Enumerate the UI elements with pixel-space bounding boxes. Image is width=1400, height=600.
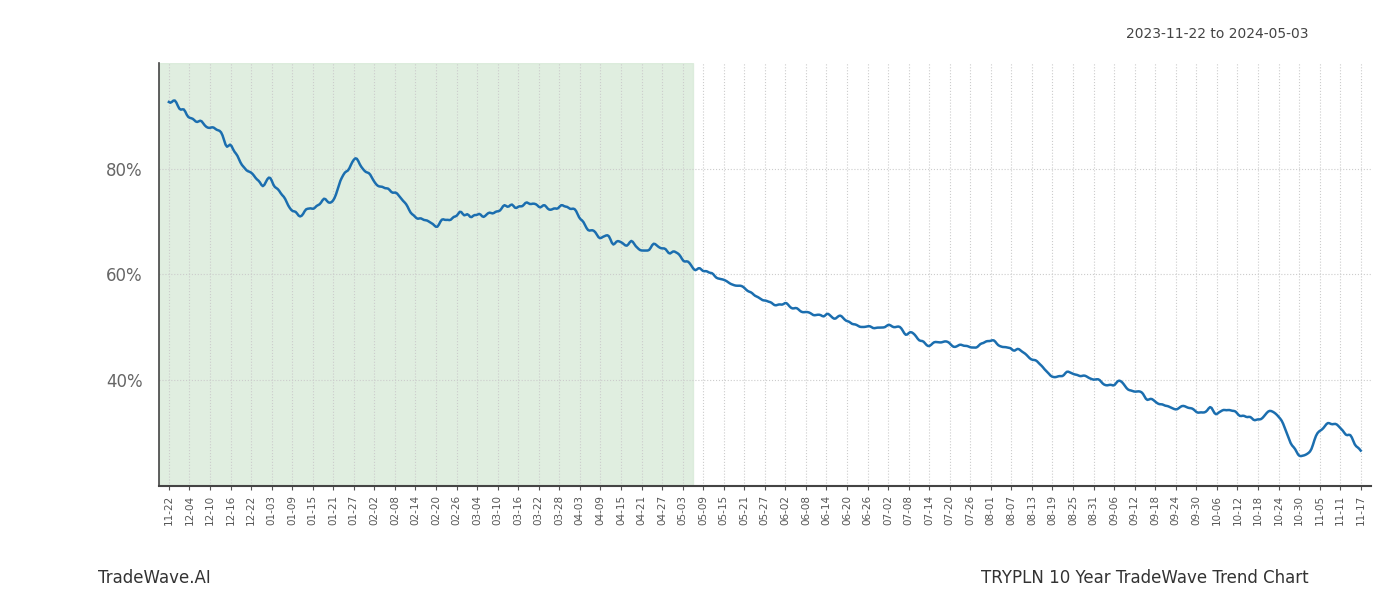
Text: TRYPLN 10 Year TradeWave Trend Chart: TRYPLN 10 Year TradeWave Trend Chart bbox=[981, 569, 1309, 587]
Bar bbox=[158, 63, 693, 486]
Text: TradeWave.AI: TradeWave.AI bbox=[98, 569, 211, 587]
Text: 2023-11-22 to 2024-05-03: 2023-11-22 to 2024-05-03 bbox=[1127, 27, 1309, 41]
